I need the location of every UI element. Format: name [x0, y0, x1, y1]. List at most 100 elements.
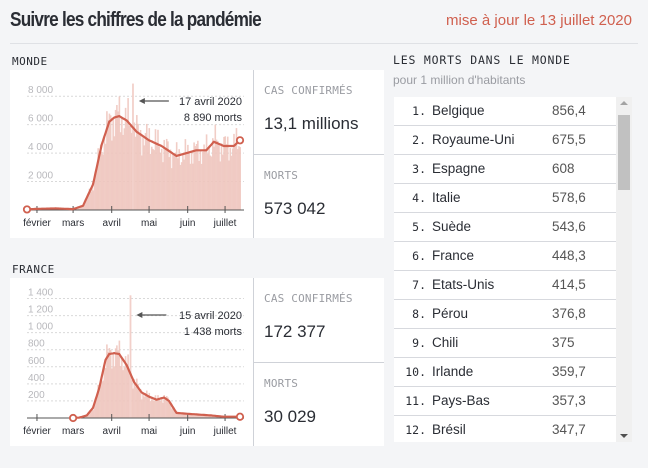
daily-bar	[158, 399, 161, 418]
y-tick-label: 800	[28, 339, 45, 350]
x-tick-label: avril	[103, 426, 121, 437]
ranking-row: 4. Italie 578,6	[394, 184, 616, 213]
country-name: Espagne	[432, 161, 486, 176]
daily-bar	[239, 147, 241, 210]
arrow-head-icon	[138, 98, 145, 104]
daily-bar	[96, 396, 98, 418]
daily-bar	[213, 146, 215, 210]
daily-bar	[137, 123, 139, 210]
daily-bar	[208, 415, 210, 418]
daily-bar	[129, 125, 132, 210]
daily-bar	[126, 365, 128, 418]
daily-bar	[136, 115, 138, 210]
daily-bar	[86, 197, 88, 210]
daily-bar	[103, 364, 106, 418]
daily-bar	[208, 145, 210, 210]
daily-bar	[190, 414, 193, 418]
daily-bar	[102, 380, 104, 418]
monde-card: 2 000 4 000 6 000 8 000 février mars avril mai j…	[10, 70, 384, 238]
daily-bar	[144, 392, 147, 418]
daily-bar	[160, 148, 163, 210]
daily-bar	[179, 414, 182, 418]
daily-bar	[182, 413, 184, 418]
daily-bar	[207, 153, 209, 210]
peak-bar	[129, 295, 132, 418]
x-tick-label: juillet	[213, 426, 237, 437]
section-label-monde: MONDE	[12, 55, 48, 68]
daily-bar	[123, 367, 126, 418]
daily-bar	[79, 206, 82, 210]
annotation-date: 17 avril 2020	[179, 96, 242, 108]
daily-bar	[140, 399, 143, 418]
daily-bar	[94, 399, 97, 418]
daily-bar	[98, 157, 101, 210]
daily-bar	[108, 113, 111, 210]
daily-bar	[165, 396, 168, 418]
daily-bar	[189, 414, 192, 418]
daily-bar	[131, 132, 133, 210]
daily-bar	[89, 192, 92, 210]
daily-bar	[213, 415, 215, 418]
daily-bar	[172, 407, 174, 418]
daily-bar	[114, 109, 117, 210]
daily-bar	[168, 157, 170, 210]
daily-bar	[183, 413, 185, 418]
cases-value: 13,1 millions	[264, 114, 359, 133]
daily-bar	[118, 96, 121, 210]
daily-bar	[103, 135, 106, 210]
scrollbar-thumb[interactable]	[618, 115, 630, 190]
ranking-subtitle: pour 1 million d'habitants	[393, 73, 526, 87]
ranking-table[interactable]: 1. Belgique 856,4 2. Royaume-Uni 675,5 3. Espag…	[394, 97, 616, 442]
daily-bar	[160, 399, 163, 418]
x-tick-label: mars	[62, 218, 84, 229]
daily-bar	[198, 415, 200, 418]
cases-label: CAS CONFIRMÉS	[264, 84, 353, 97]
daily-bar	[164, 398, 167, 418]
daily-bar	[111, 140, 113, 210]
daily-bar	[170, 168, 173, 210]
daily-bar	[167, 397, 169, 418]
country-name: Suède	[432, 219, 472, 234]
scroll-down-icon[interactable]	[620, 434, 628, 438]
daily-bar	[204, 148, 207, 210]
rank-number: 12.	[405, 423, 426, 437]
daily-bar	[113, 366, 116, 418]
daily-bar	[231, 148, 234, 210]
france-chart-svg: 200 400 600 800 1 000 1 200 1 400 février mars av…	[23, 288, 245, 437]
ranking-scrollbar[interactable]	[616, 97, 632, 442]
daily-bar	[128, 372, 131, 418]
daily-bar	[169, 402, 172, 418]
daily-bar	[198, 160, 200, 210]
daily-bar	[173, 154, 175, 210]
x-tick-label: avril	[103, 218, 121, 229]
deaths-per-million: 357,3	[552, 393, 586, 408]
monde-cases-stat: CAS CONFIRMÉS 13,1 millions	[254, 70, 384, 154]
daily-bar	[93, 181, 96, 210]
daily-bar	[97, 148, 99, 210]
daily-bar	[177, 158, 179, 210]
daily-bar	[195, 144, 198, 210]
daily-bar	[108, 348, 111, 418]
daily-bar	[164, 148, 167, 210]
daily-bar	[153, 150, 156, 210]
daily-bar	[91, 185, 93, 210]
line-endpoint-marker	[235, 412, 245, 421]
deaths-per-million: 608	[552, 161, 575, 176]
rank-number: 4.	[412, 191, 426, 205]
daily-bar	[83, 204, 86, 210]
daily-bar	[187, 144, 189, 210]
ranking-row: 3. Espagne 608	[394, 155, 616, 184]
daily-bar	[113, 136, 116, 210]
daily-bar	[142, 136, 144, 210]
daily-bar	[109, 349, 112, 418]
daily-bar	[145, 123, 148, 210]
daily-bar	[81, 206, 83, 210]
daily-bar	[107, 119, 109, 210]
daily-bar	[128, 125, 131, 210]
average-line	[27, 114, 241, 211]
daily-bar	[178, 149, 180, 210]
daily-bar	[199, 414, 202, 418]
daily-bar	[225, 144, 228, 210]
scroll-up-icon[interactable]	[620, 101, 628, 105]
daily-bar	[102, 154, 104, 210]
